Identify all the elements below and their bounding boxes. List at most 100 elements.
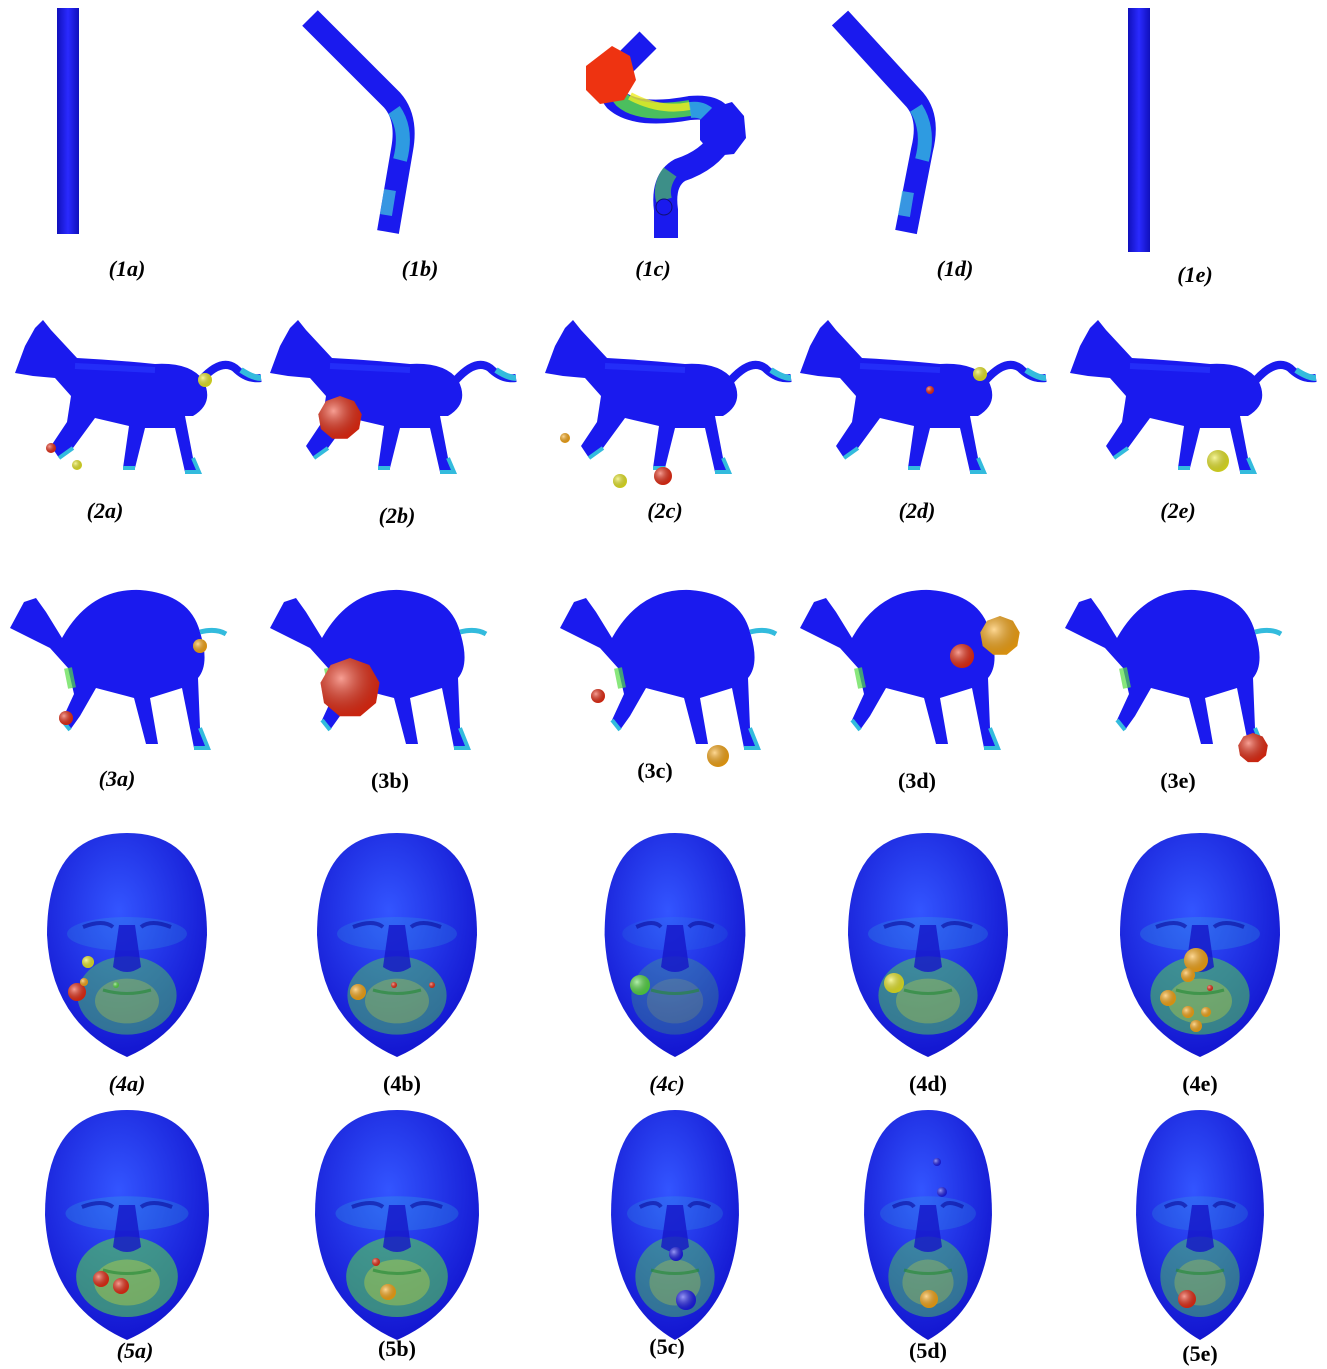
panel-3d — [800, 589, 1020, 750]
caption-2c: (2c) — [647, 498, 682, 524]
marker-polyhedron — [1238, 733, 1268, 763]
caption-text: (3a) — [98, 766, 136, 791]
panel-3c — [560, 589, 778, 767]
caption-5d: (5d) — [909, 1338, 947, 1364]
panel-2b — [270, 320, 517, 474]
marker-sphere — [613, 474, 627, 488]
caption-text: (2e) — [1160, 498, 1196, 523]
caption-5b: (5b) — [378, 1336, 416, 1362]
caption-text: (1b) — [401, 256, 439, 281]
marker-sphere — [926, 386, 934, 394]
marker-sphere — [591, 689, 605, 703]
marker-sphere — [1207, 450, 1229, 472]
marker-sphere — [920, 1290, 938, 1308]
marker-sphere — [59, 711, 73, 725]
marker-sphere — [973, 367, 987, 381]
panel-4d — [848, 833, 1008, 1057]
marker-polyhedron — [320, 658, 380, 717]
marker-sphere — [1181, 968, 1195, 982]
caption-1d: (1d) — [937, 256, 974, 282]
caption-5c: (5c) — [649, 1334, 684, 1360]
caption-2a: (2a) — [87, 498, 124, 524]
caption-text: (1e) — [1177, 262, 1213, 287]
marker-sphere — [630, 975, 650, 995]
caption-4e: (4e) — [1182, 1071, 1217, 1097]
caption-2e: (2e) — [1160, 498, 1195, 524]
marker-sphere — [372, 1258, 380, 1266]
marker-sphere — [1190, 1020, 1202, 1032]
marker-polyhedron — [318, 396, 362, 439]
marker-sphere — [1184, 948, 1208, 972]
panel-1c — [586, 31, 746, 238]
marker-sphere — [113, 1278, 129, 1294]
caption-text: (5c) — [649, 1334, 685, 1359]
caption-text: (4d) — [909, 1071, 947, 1096]
panel-4b — [317, 833, 477, 1057]
caption-3b: (3b) — [371, 768, 409, 794]
caption-text: (2a) — [86, 498, 124, 523]
panel-1b — [302, 10, 415, 234]
caption-text: (3d) — [898, 768, 936, 793]
caption-text: (1c) — [635, 256, 671, 281]
marker-polyhedron — [980, 616, 1020, 655]
caption-3c: (3c) — [637, 758, 672, 784]
marker-sphere — [950, 644, 974, 668]
panel-5d — [864, 1110, 992, 1340]
panel-2a — [15, 320, 262, 474]
marker-sphere — [46, 443, 56, 453]
caption-1e: (1e) — [1177, 262, 1212, 288]
panel-4a — [47, 833, 207, 1057]
caption-3a: (3a) — [99, 766, 136, 792]
marker-sphere — [193, 639, 207, 653]
marker-sphere — [93, 1271, 109, 1287]
marker-sphere — [884, 973, 904, 993]
caption-5a: (5a) — [117, 1338, 154, 1364]
panel-5b — [315, 1110, 479, 1340]
panel-1d — [831, 10, 936, 235]
caption-2d: (2d) — [899, 498, 936, 524]
marker-sphere — [1178, 1290, 1196, 1308]
marker-sphere — [82, 956, 94, 968]
marker-sphere — [654, 467, 672, 485]
panel-3e — [1065, 589, 1283, 763]
caption-text: (3e) — [1160, 768, 1196, 793]
caption-text: (5e) — [1182, 1341, 1218, 1366]
caption-text: (2c) — [647, 498, 683, 523]
rows-4-5-faces — [45, 833, 1280, 1340]
row-2-horses — [15, 320, 1317, 488]
marker-sphere — [350, 984, 366, 1000]
caption-text: (2b) — [378, 503, 416, 528]
marker-sphere — [937, 1187, 947, 1197]
marker-sphere — [391, 982, 397, 988]
marker-sphere — [1160, 990, 1176, 1006]
panel-1e — [1128, 8, 1150, 252]
panel-3b — [270, 589, 488, 750]
marker-sphere — [198, 373, 212, 387]
marker-sphere — [707, 745, 729, 767]
caption-1b: (1b) — [402, 256, 439, 282]
marker-sphere — [113, 982, 119, 988]
caption-text: (2d) — [898, 498, 936, 523]
caption-text: (3b) — [371, 768, 409, 793]
caption-text: (5d) — [909, 1338, 947, 1363]
caption-text: (4c) — [649, 1071, 685, 1096]
caption-4a: (4a) — [109, 1071, 146, 1097]
marker-sphere — [1207, 985, 1213, 991]
caption-4d: (4d) — [909, 1071, 947, 1097]
panel-4c — [604, 833, 746, 1057]
marker-sphere — [68, 983, 86, 1001]
panel-5c — [611, 1110, 739, 1340]
marker-sphere — [429, 982, 435, 988]
panel-4e — [1120, 833, 1280, 1057]
caption-1c: (1c) — [635, 256, 670, 282]
marker-sphere — [80, 978, 88, 986]
caption-text: (1d) — [936, 256, 974, 281]
caption-text: (4b) — [383, 1071, 421, 1096]
row-3-camels — [10, 589, 1283, 767]
panel-2e — [1070, 320, 1317, 474]
panel-1a — [57, 8, 79, 234]
marker-sphere — [1182, 1006, 1194, 1018]
caption-1a: (1a) — [109, 256, 146, 282]
